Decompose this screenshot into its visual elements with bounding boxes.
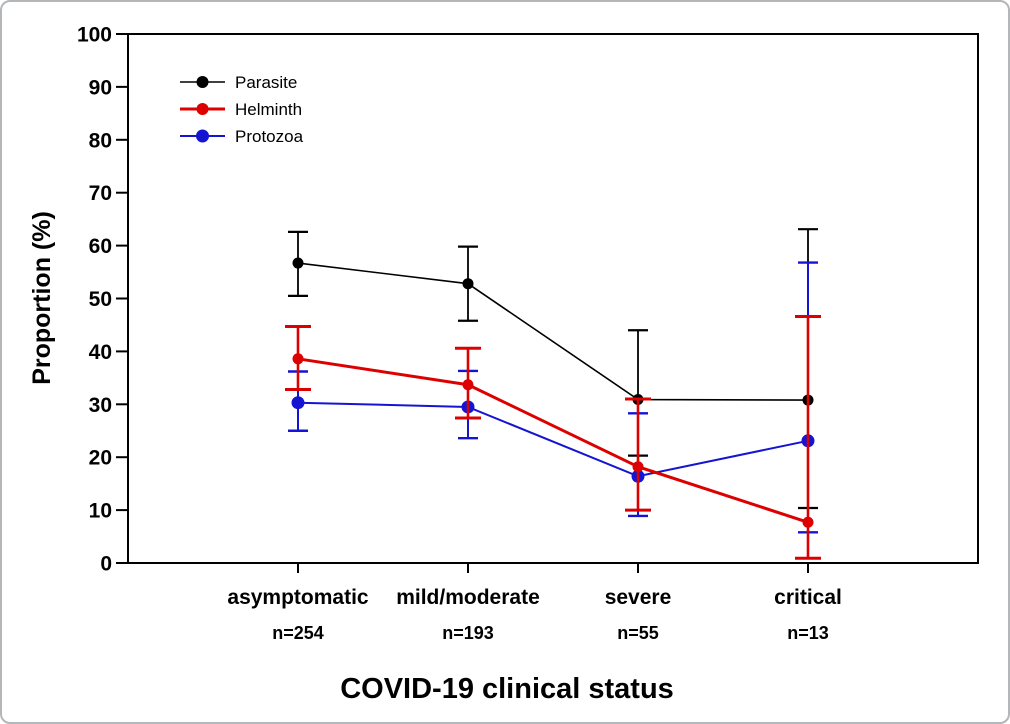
y-tick-label: 90 — [89, 76, 112, 99]
x-category-count: n=254 — [272, 623, 324, 643]
series-line-protozoa — [297, 401, 809, 478]
y-axis: 0 10 20 30 40 50 60 70 80 90 100 — [77, 24, 128, 576]
y-tick-label: 50 — [89, 288, 112, 311]
legend-marker — [196, 76, 209, 88]
x-axis-title: COVID-19 clinical status — [340, 673, 674, 705]
y-tick-label: 10 — [89, 500, 112, 523]
error-bar — [625, 397, 651, 512]
legend-marker — [196, 103, 209, 115]
y-tick-label: 40 — [89, 341, 112, 364]
x-category-label: asymptomatic — [227, 586, 369, 609]
x-category-label: critical — [774, 586, 842, 609]
x-category-label: mild/moderate — [396, 586, 540, 609]
y-tick-label: 30 — [89, 394, 112, 417]
x-category-count: n=55 — [617, 623, 659, 643]
series-protozoa — [288, 261, 818, 534]
legend-item: Helminth — [180, 100, 302, 119]
series-line-parasite — [297, 262, 809, 401]
y-tick-label: 20 — [89, 447, 112, 470]
data-point-marker — [291, 396, 305, 410]
data-point-marker — [292, 353, 304, 365]
legend-label: Helminth — [235, 100, 302, 119]
data-point-marker — [632, 461, 644, 473]
data-point-marker — [802, 516, 814, 528]
x-category-count: n=193 — [442, 623, 494, 643]
x-category-label: severe — [605, 586, 672, 609]
data-point-marker — [292, 257, 304, 269]
x-category-count: n=13 — [787, 623, 829, 643]
legend-label: Protozoa — [235, 127, 304, 146]
legend-item: Protozoa — [180, 127, 304, 146]
legend-marker — [196, 129, 209, 143]
data-point-marker — [462, 278, 474, 290]
y-tick-label: 0 — [100, 553, 112, 576]
y-tick-label: 80 — [89, 129, 112, 152]
legend-item: Parasite — [180, 73, 297, 92]
x-axis: asymptomatic n=254 mild/moderate n=193 sever… — [227, 563, 842, 643]
legend: Parasite Helminth Protozoa — [180, 73, 304, 146]
y-tick-label: 60 — [89, 235, 112, 258]
series-line-helminth — [297, 357, 809, 524]
legend-label: Parasite — [235, 73, 297, 92]
data-point-marker — [462, 379, 474, 391]
series-helminth — [285, 314, 821, 560]
y-tick-label: 100 — [77, 24, 112, 47]
y-tick-label: 70 — [89, 182, 112, 205]
y-axis-title: Proportion (%) — [28, 211, 56, 385]
